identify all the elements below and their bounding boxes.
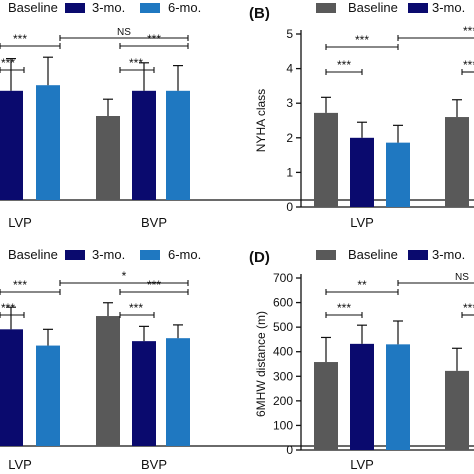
panel-c-sig-label: *** [1,301,15,315]
panel-d-y-tick-label: 0 [286,443,293,457]
panel-d-bar-baseline [445,370,469,450]
panel-a-legend-swatch [65,3,85,13]
panel-a-sig-label: *** [1,56,15,70]
panel-a-bar-3mo [132,90,156,200]
panel-b-sig-label: *** [463,58,474,72]
panel-b-y-tick-label: 1 [286,165,293,179]
panel-d-y-tick-label: 500 [273,320,293,334]
panel-c-bar-3mo [132,341,156,446]
panel-d-sig-label: ** [357,278,367,292]
panel-a-category-label: BVP [141,215,167,230]
panel-d-y-tick-label: 400 [273,345,293,359]
panel-d-y-tick-label: 100 [273,418,293,432]
panel-b-sig-label: *** [463,24,474,38]
panel-a-bar-baseline [96,116,120,200]
panel-c-bar-baseline [96,316,120,446]
panel-c-legend-label: Baseline [8,247,58,262]
panel-c-sig-label: * [122,269,127,283]
panel-d-y-tick-label: 200 [273,394,293,408]
panel-a-bar-6mo [166,90,190,200]
panel-b-bar-baseline [314,112,338,207]
panel-b-bar-baseline [445,117,469,207]
panel-a-sig-label: NS [117,27,131,38]
panel-d-sig-label: *** [337,301,351,315]
panel-c-category-label: LVP [8,457,32,472]
panel-d-y-tick-label: 600 [273,296,293,310]
panel-c-sig-label: *** [147,278,161,292]
panel-a-sig-label: *** [147,32,161,46]
panel-a-sig-label: *** [13,32,27,46]
panel-c-legend-swatch [140,250,160,260]
panel-c-category-label: BVP [141,457,167,472]
panel-d-bar-6mo [386,344,410,450]
panel-d-sig-label: NS [455,272,469,283]
panel-b-legend-label: 3-mo. [432,0,465,15]
panel-b-bar-6mo [386,142,410,207]
panel-b-legend-swatch [408,3,428,13]
panel-d-sig-label: *** [463,301,474,315]
panel-c-legend-label: 6-mo. [168,247,201,262]
panel-d-y-tick-label: 700 [273,271,293,285]
panel-a-legend-label: Baseline [8,0,58,15]
panel-c-sig-label: *** [13,278,27,292]
panel-b-sig-label: *** [337,58,351,72]
panel-b-y-tick-label: 4 [286,62,293,76]
panel-a-sig-label: *** [129,56,143,70]
panel-a-legend-label: 3-mo. [92,0,125,15]
panel-c-bar-6mo [36,345,60,446]
panel-b-legend-label: Baseline [348,0,398,15]
panel-b-y-tick-label: 2 [286,131,293,145]
panel-a-bar-3mo [0,90,23,200]
panel-d-label: (D) [249,249,270,266]
panel-a-bar-6mo [36,85,60,200]
panel-d-legend-label: Baseline [348,247,398,262]
panel-d-bar-3mo [350,343,374,450]
panel-a-legend-label: 6-mo. [168,0,201,15]
panel-a-legend-swatch [140,3,160,13]
panel-b-y-tick-label: 3 [286,96,293,110]
panel-c-bar-6mo [166,338,190,446]
panel-c-legend-swatch [65,250,85,260]
panel-a-category-label: LVP [8,215,32,230]
panel-d-category-label: LVP [350,457,374,472]
panel-d-bar-baseline [314,362,338,450]
panel-b-sig-label: *** [355,33,369,47]
panel-d-y-tick-label: 300 [273,369,293,383]
panel-d-legend-swatch [316,250,336,260]
panel-c-legend-label: 3-mo. [92,247,125,262]
panel-b-y-tick-label: 5 [286,27,293,41]
panel-b-y-label: NYHA class [254,89,268,152]
panel-b-category-label: LVP [350,215,374,230]
panel-c-bar-3mo [0,329,23,446]
panel-b-y-tick-label: 0 [286,200,293,214]
panel-d-legend-label: 3-mo. [432,247,465,262]
panel-b-legend-swatch [316,3,336,13]
panel-d-y-label: 6MHW distance (m) [254,311,268,417]
panel-c-sig-label: *** [129,301,143,315]
panel-d-legend-swatch [408,250,428,260]
panel-b-bar-3mo [350,137,374,207]
panel-b-label: (B) [249,5,270,22]
